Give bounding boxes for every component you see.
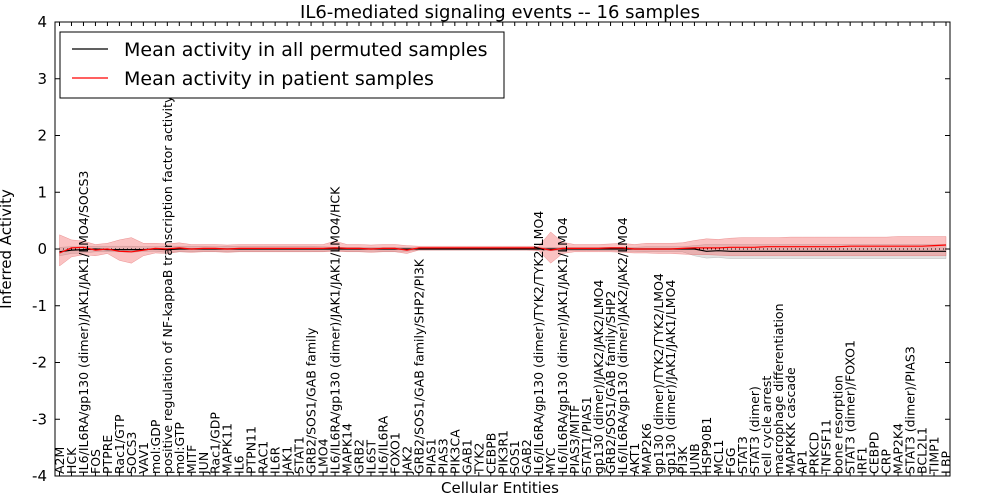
legend-box	[59, 31, 505, 99]
x-category-label: GRB2/SOS1/GAB family/SHP2/PI3K	[411, 258, 426, 474]
x-category-label: STAT1	[292, 436, 307, 474]
x-category-label: PIAS1	[423, 438, 438, 474]
x-category-label: TIMP1	[927, 436, 942, 475]
legend: Mean activity in all permuted samples Me…	[59, 31, 505, 99]
x-category-label: MYC	[543, 447, 558, 474]
y-tick-label: -3	[32, 410, 47, 428]
x-category-label: LMO4	[316, 438, 331, 474]
x-category-label: JAK2	[399, 446, 414, 475]
x-category-label: JAK1	[280, 446, 295, 475]
x-category-label: TNFSF11	[819, 419, 834, 475]
x-category-label: CEBPD	[867, 432, 882, 474]
y-tick-label: 0	[37, 240, 47, 258]
x-category-label: gp130 (dimer)/TYK2/TYK2/LMO4	[651, 273, 666, 474]
x-category-label: IL6/IL6RA/gp130 (dimer)/JAK1/JAK1/LMO4/H…	[328, 186, 343, 474]
x-category-label: GAB2	[519, 439, 534, 474]
y-tick-label: 2	[37, 127, 47, 145]
x-category-label: IL6/IL6RA/gp130 (dimer)/JAK1/JAK1/LMO4/S…	[76, 171, 91, 474]
x-category-label: FOXO1	[387, 432, 402, 474]
x-category-label: Rac1/GTP	[112, 414, 127, 474]
chart-title: IL6-mediated signaling events -- 16 samp…	[300, 2, 700, 23]
x-category-label: gp130 (dimer)/JAK1/JAK1/LMO4	[663, 280, 678, 474]
y-axis-ticks: -4 -3 -2 -1 0 1 2 3 4	[32, 13, 950, 485]
x-category-label: cell cycle arrest	[759, 376, 774, 474]
x-category-label: bone resorption	[831, 375, 846, 474]
x-category-label: IL6/IL6RA/gp130 (dimer)/JAK2/JAK2/LMO4	[615, 217, 630, 474]
x-category-label: STAT3 (dimer)/PIAS3	[903, 346, 918, 474]
x-category-label: MCL1	[711, 440, 726, 474]
x-axis-ticks	[59, 22, 947, 476]
x-category-label: PIAS3/MITF	[567, 405, 582, 474]
x-category-label: PIK3R1	[495, 430, 510, 474]
x-category-label: STAT3 (dimer)/FOXO1	[843, 340, 858, 474]
series-line-patient	[59, 244, 947, 254]
x-category-label: RAC1	[256, 441, 271, 474]
x-category-label: STAT1/PIAS1	[579, 396, 594, 474]
x-category-label: MAPKKK cascade	[783, 367, 798, 474]
x-category-label: IL6R	[268, 446, 283, 474]
x-axis-label: Cellular Entities	[441, 479, 559, 497]
x-category-label: MAP2K4	[891, 423, 906, 474]
x-category-label: CRP	[879, 449, 894, 474]
x-category-label: IL6/IL6RA/gp130 (dimer)/JAK1/JAK1/LMO4	[555, 217, 570, 474]
x-category-label: STAT3 (dimer)	[747, 386, 762, 474]
x-category-label: MITF	[184, 445, 199, 474]
x-category-label: GRB2	[352, 439, 367, 474]
y-tick-label: -1	[32, 297, 47, 315]
x-category-label: LBP	[939, 450, 954, 474]
y-tick-label: -2	[32, 354, 47, 372]
x-category-label: PIK3CA	[447, 429, 462, 474]
x-category-label: MAP2K6	[639, 423, 654, 474]
x-category-label: mol:GDP	[148, 419, 163, 474]
x-category-label: PRKCD	[807, 432, 822, 474]
x-category-label: MAPK14	[340, 423, 355, 474]
x-category-label: IL6	[232, 455, 247, 474]
x-category-label: BCL2L1	[915, 427, 930, 474]
x-category-label: HSP90B1	[699, 417, 714, 474]
x-category-label: IL6ST	[364, 439, 379, 474]
legend-label-permuted: Mean activity in all permuted samples	[124, 39, 487, 61]
y-tick-label: 1	[37, 183, 47, 201]
x-category-label: AP1	[795, 450, 810, 474]
x-category-label: STAT3	[735, 436, 750, 474]
x-category-label: PIAS3	[435, 438, 450, 474]
legend-label-patient: Mean activity in patient samples	[124, 68, 434, 90]
x-category-label: IRF1	[855, 446, 870, 474]
x-category-label: GRB2/SOS1/GAB family/SHP2	[603, 291, 618, 474]
x-category-label: positive regulation of NF-kappaB transcr…	[160, 95, 175, 474]
y-axis-label: Inferred Activity	[0, 189, 15, 309]
x-category-label: IL6/IL6RA/gp130 (dimer)/TYK2/TYK2/LMO4	[531, 211, 546, 474]
x-category-label: SOCS3	[124, 432, 139, 474]
x-category-label: PTPN11	[244, 426, 259, 474]
x-category-label: macrophage differentiation	[771, 303, 786, 474]
x-category-label: TYK2	[471, 443, 486, 475]
x-category-label: FOS	[88, 449, 103, 474]
x-category-label: MAPK11	[220, 423, 235, 474]
x-category-label: PI3K	[675, 446, 690, 474]
x-category-label: HCK	[64, 447, 79, 474]
series-lines	[59, 244, 947, 254]
x-category-label: SOS1	[507, 440, 522, 474]
x-category-label: FGG	[723, 447, 738, 474]
x-category-label: Rac1/GDP	[208, 412, 223, 474]
x-category-label: CEBPB	[483, 433, 498, 474]
y-tick-label: 4	[37, 13, 47, 31]
y-tick-label: -4	[32, 467, 47, 485]
x-category-label: AKT1	[627, 443, 642, 474]
x-category-label: mol:GTP	[172, 422, 187, 474]
x-category-label: JUN	[196, 452, 211, 475]
y-tick-label: 3	[37, 70, 47, 88]
x-category-label: VAV1	[136, 442, 151, 474]
x-category-label: gp130 (dimer)/JAK2/JAK2/LMO4	[591, 280, 606, 474]
x-category-label: IL6/IL6RA	[376, 415, 391, 474]
x-category-label: A2M	[52, 447, 67, 474]
x-category-label: JUNB	[687, 443, 702, 475]
x-category-label: PTPRE	[100, 435, 115, 474]
x-category-label: GAB1	[459, 439, 474, 474]
x-category-label: GRB2/SOS1/GAB family	[304, 327, 319, 474]
